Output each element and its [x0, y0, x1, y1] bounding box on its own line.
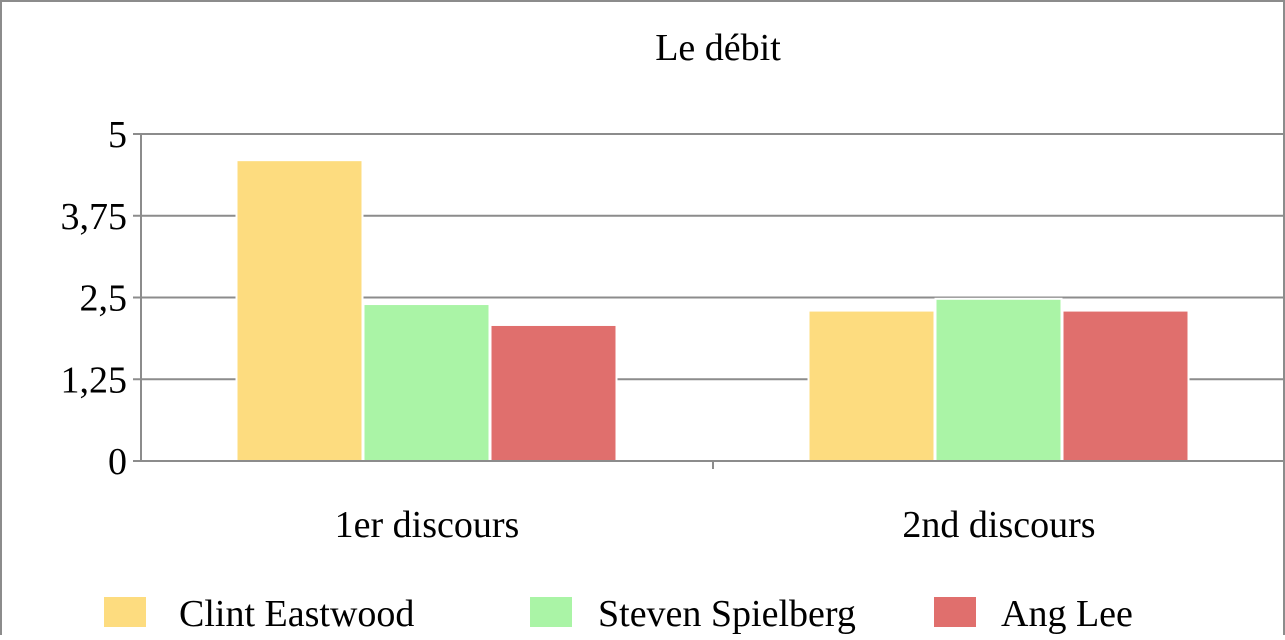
- bar: [936, 299, 1062, 461]
- bar: [491, 325, 617, 461]
- bar: [1063, 311, 1189, 461]
- bar: [237, 160, 363, 461]
- x-tick-label: 2nd discours: [902, 504, 1095, 546]
- bar: [364, 304, 490, 461]
- y-tick-label: 2,5: [80, 278, 128, 320]
- legend-label: Ang Lee: [1001, 593, 1133, 635]
- y-tick-label: 0: [108, 441, 127, 483]
- chart-title: Le débit: [655, 27, 781, 69]
- x-tick-label: 1er discours: [335, 504, 520, 546]
- legend-swatch: [933, 596, 977, 628]
- bar: [809, 311, 935, 461]
- y-tick-label: 1,25: [61, 359, 128, 401]
- legend-swatch: [529, 596, 573, 628]
- y-tick-label: 5: [108, 114, 127, 156]
- legend-swatch: [103, 596, 147, 628]
- legend-label: Clint Eastwood: [179, 593, 414, 635]
- y-tick-label: 3,75: [61, 196, 128, 238]
- legend-label: Steven Spielberg: [598, 593, 856, 635]
